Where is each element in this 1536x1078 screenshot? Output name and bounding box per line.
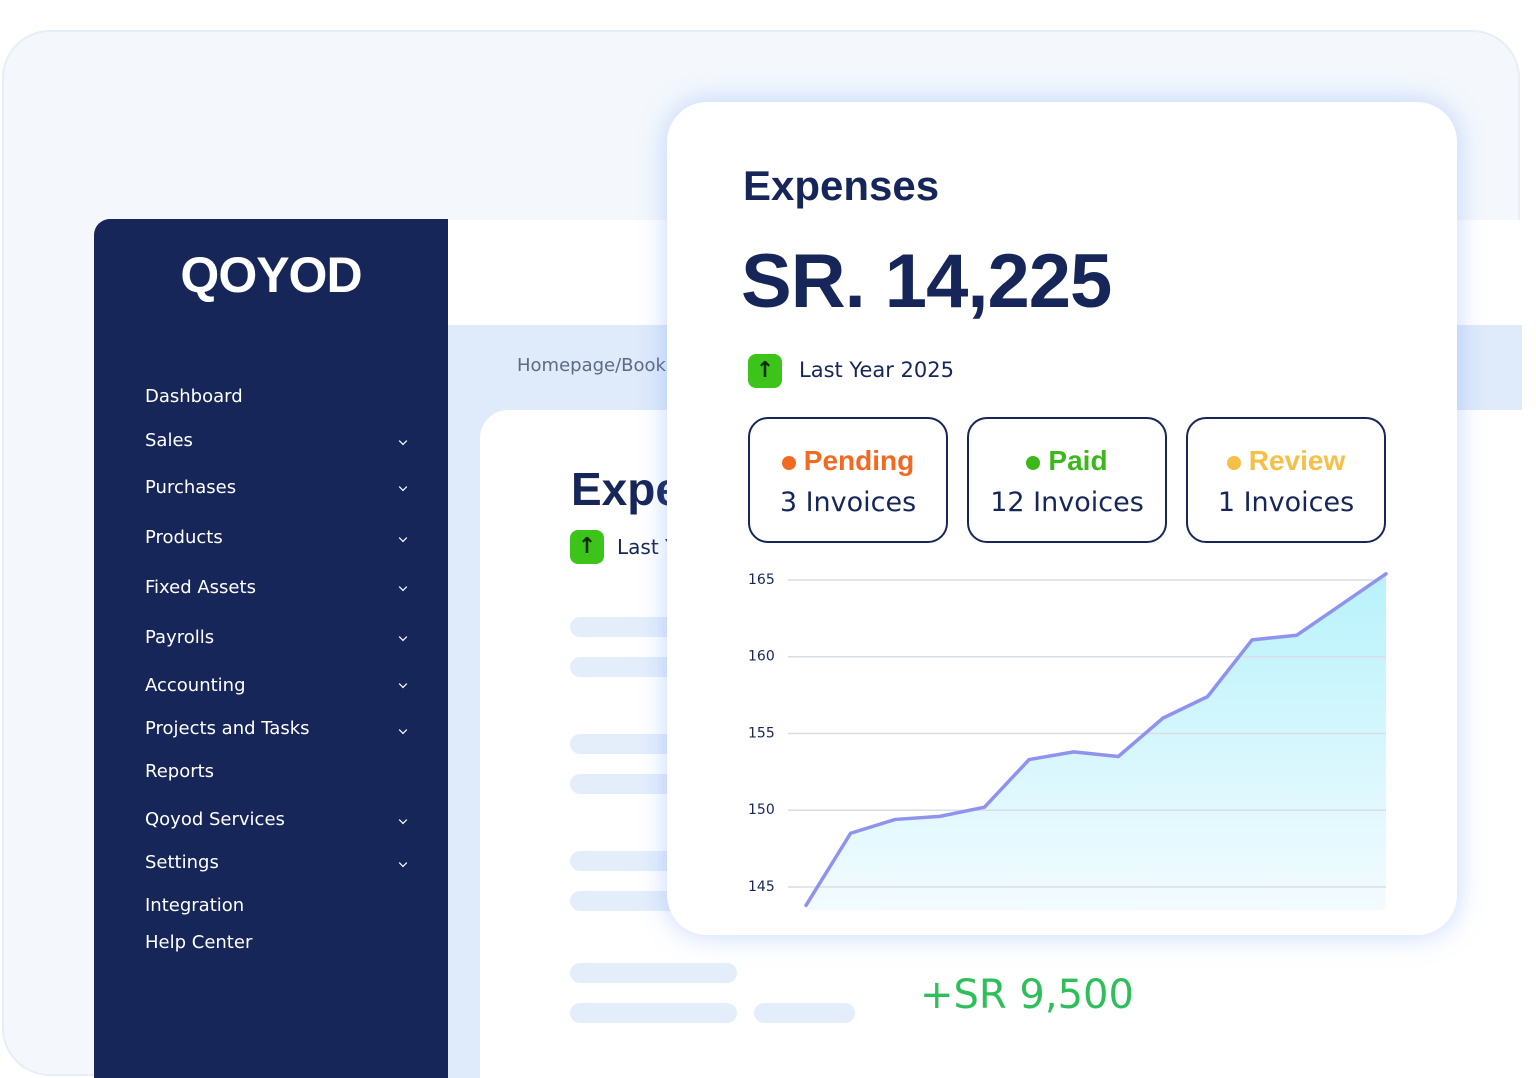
status-label: Paid (969, 445, 1165, 477)
card-title: Expenses (743, 162, 940, 209)
skeleton (754, 1003, 855, 1023)
y-tick-label: 165 (748, 572, 775, 588)
status-card[interactable]: Paid 12 Invoices (967, 417, 1167, 543)
status-dot (1226, 455, 1241, 470)
menu-item[interactable]: Fixed Assets (145, 577, 256, 598)
menu-item[interactable]: Qoyod Services (145, 809, 285, 830)
y-tick-label: 160 (748, 649, 775, 665)
menu-item[interactable]: Sales (145, 430, 193, 451)
status-dot (1026, 455, 1041, 470)
card-period: Last Year 2025 (799, 358, 954, 382)
status-card[interactable]: Pending 3 Invoices (748, 417, 948, 543)
logo[interactable]: QOYOD (180, 247, 362, 303)
skeleton (570, 963, 737, 983)
card-amount: SR. 14,225 (741, 239, 1112, 324)
menu-item[interactable]: Accounting (145, 675, 246, 696)
status-dot (781, 455, 796, 470)
up-icon: ↑ (570, 530, 604, 564)
menu-item[interactable]: Integration (145, 895, 245, 916)
menu-item[interactable]: Help Center (145, 932, 253, 953)
sidebar (94, 219, 448, 1078)
y-tick-label: 150 (748, 802, 775, 818)
chart: 145 150 155 160 165 (748, 572, 1388, 910)
menu-item[interactable]: Products (145, 527, 223, 548)
status-count: 12 Invoices (990, 487, 1144, 518)
line (804, 572, 1388, 908)
y-tick-label: 145 (748, 879, 775, 895)
status-name: Paid (1048, 445, 1108, 476)
skeleton (570, 1003, 737, 1023)
menu-item[interactable]: Projects and Tasks (145, 718, 310, 739)
footer-amount: +SR 9,500 (920, 972, 1134, 1018)
status-name: Review (1248, 445, 1346, 476)
status-label: Pending (750, 445, 946, 477)
area (806, 573, 1386, 910)
status-count: 3 Invoices (779, 487, 917, 518)
menu-item[interactable]: Dashboard (145, 386, 243, 407)
status-name: Pending (803, 445, 915, 476)
status-label: Review (1188, 445, 1384, 477)
up-icon: ↑ (748, 354, 782, 388)
menu-item[interactable]: Settings (145, 852, 219, 873)
menu-item[interactable]: Payrolls (145, 627, 215, 648)
status-count: 1 Invoices (1217, 487, 1355, 518)
menu-item[interactable]: Reports (145, 761, 215, 782)
menu-item[interactable]: Purchases (145, 477, 237, 498)
status-card[interactable]: Review 1 Invoices (1186, 417, 1386, 543)
y-tick-label: 155 (748, 725, 775, 741)
